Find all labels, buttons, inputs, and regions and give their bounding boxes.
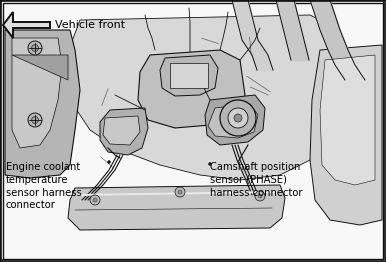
Polygon shape — [138, 50, 245, 128]
Circle shape — [258, 194, 262, 198]
Polygon shape — [208, 104, 258, 138]
Circle shape — [255, 191, 265, 201]
Circle shape — [178, 190, 182, 194]
Text: Camshaft position
sensor (PHASE)
harness connector: Camshaft position sensor (PHASE) harness… — [210, 162, 303, 198]
Polygon shape — [12, 55, 68, 80]
Polygon shape — [12, 38, 62, 148]
Polygon shape — [310, 45, 382, 225]
Circle shape — [28, 113, 42, 127]
Circle shape — [90, 195, 100, 205]
FancyBboxPatch shape — [170, 63, 208, 88]
Circle shape — [220, 100, 256, 136]
Circle shape — [234, 114, 242, 122]
Circle shape — [107, 161, 110, 163]
Polygon shape — [68, 185, 285, 230]
Circle shape — [175, 187, 185, 197]
Polygon shape — [5, 30, 80, 178]
Polygon shape — [65, 15, 350, 180]
Polygon shape — [205, 95, 265, 145]
Circle shape — [28, 41, 42, 55]
Polygon shape — [100, 108, 148, 155]
Circle shape — [208, 162, 212, 166]
Text: Engine coolant
temperature
sensor harness
connector: Engine coolant temperature sensor harnes… — [6, 162, 82, 210]
Circle shape — [32, 117, 39, 123]
Polygon shape — [3, 12, 50, 38]
Circle shape — [228, 108, 248, 128]
Polygon shape — [160, 55, 218, 96]
Circle shape — [32, 45, 39, 52]
Text: Vehicle front: Vehicle front — [55, 20, 125, 30]
Polygon shape — [320, 55, 375, 185]
Circle shape — [93, 198, 97, 202]
Polygon shape — [103, 116, 140, 145]
